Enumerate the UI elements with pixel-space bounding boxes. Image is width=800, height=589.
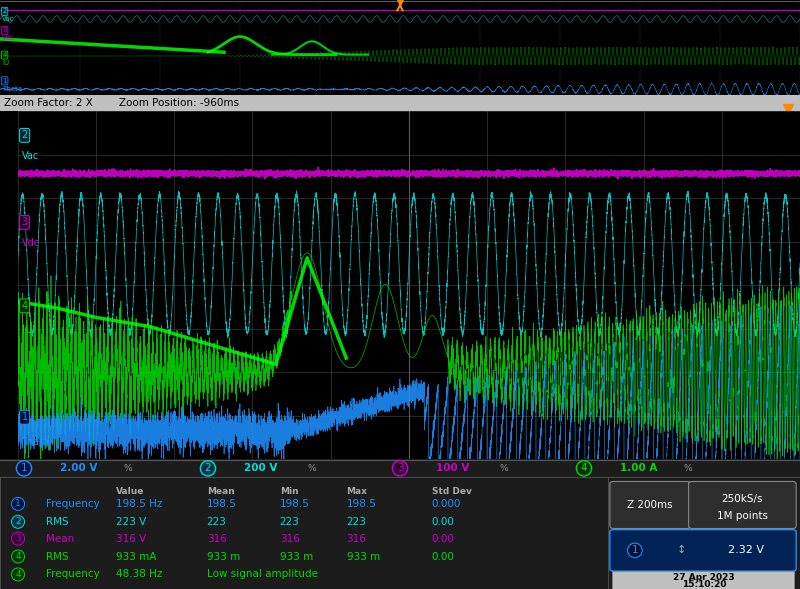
Text: %: %	[500, 464, 509, 473]
Text: 198.5: 198.5	[206, 499, 237, 509]
Text: Value: Value	[115, 487, 144, 496]
FancyBboxPatch shape	[689, 481, 796, 528]
Text: Frequency: Frequency	[46, 499, 99, 509]
Text: 316: 316	[346, 534, 366, 544]
Text: Mean: Mean	[46, 534, 74, 544]
Text: Theta: Theta	[2, 87, 22, 92]
Text: 27 Apr 2023: 27 Apr 2023	[673, 573, 735, 582]
Text: Max: Max	[346, 487, 367, 496]
Text: 2: 2	[2, 8, 6, 14]
Text: 1: 1	[631, 545, 638, 555]
Text: 1: 1	[22, 412, 28, 422]
Text: 2.32 V: 2.32 V	[728, 545, 764, 555]
FancyBboxPatch shape	[610, 530, 796, 571]
Text: Vdc: Vdc	[22, 238, 40, 248]
Text: 200 V: 200 V	[244, 464, 278, 474]
FancyBboxPatch shape	[610, 481, 690, 528]
Text: Low signal amplitude: Low signal amplitude	[206, 570, 318, 580]
Text: IU: IU	[22, 325, 31, 335]
Text: 223: 223	[346, 517, 366, 527]
Text: 3: 3	[397, 464, 403, 474]
Text: 4: 4	[22, 301, 28, 311]
Text: ↕: ↕	[676, 545, 686, 555]
Text: 2: 2	[15, 517, 21, 527]
Text: Theta: Theta	[22, 436, 50, 446]
Text: 198.5 Hz: 198.5 Hz	[115, 499, 162, 509]
Text: Mean: Mean	[206, 487, 234, 496]
Text: 4: 4	[15, 570, 21, 579]
Text: Min: Min	[280, 487, 298, 496]
Text: Frequency: Frequency	[46, 570, 99, 580]
Text: Vac: Vac	[2, 16, 14, 22]
Text: 3: 3	[2, 28, 7, 34]
Text: 198.5: 198.5	[280, 499, 310, 509]
Text: 1: 1	[2, 78, 7, 84]
Text: 223: 223	[280, 517, 299, 527]
Text: 933 m: 933 m	[206, 551, 240, 561]
Text: 0.000: 0.000	[432, 499, 461, 509]
Text: 3: 3	[15, 534, 21, 543]
Text: 1: 1	[21, 464, 27, 474]
Text: RMS: RMS	[46, 551, 68, 561]
Text: Zoom Factor: 2 X        Zoom Position: -960ms: Zoom Factor: 2 X Zoom Position: -960ms	[4, 98, 239, 108]
Text: 4: 4	[581, 464, 587, 474]
Text: 1: 1	[15, 499, 21, 508]
Text: 100 V: 100 V	[436, 464, 470, 474]
FancyBboxPatch shape	[612, 571, 794, 589]
Text: 1M points: 1M points	[717, 511, 768, 521]
Text: 223: 223	[206, 517, 226, 527]
Text: 2: 2	[205, 464, 211, 474]
Text: 933 m: 933 m	[346, 551, 380, 561]
Text: 198.5: 198.5	[346, 499, 377, 509]
Text: Vdc: Vdc	[2, 35, 15, 41]
Text: 933 mA: 933 mA	[115, 551, 156, 561]
Text: 4: 4	[15, 552, 21, 561]
Text: 933 m: 933 m	[280, 551, 313, 561]
Text: 3: 3	[22, 217, 28, 227]
Text: 1.00 A: 1.00 A	[620, 464, 658, 474]
Text: %: %	[308, 464, 317, 473]
Text: 316 V: 316 V	[115, 534, 146, 544]
Text: 48.38 Hz: 48.38 Hz	[115, 570, 162, 580]
Text: RMS: RMS	[46, 517, 68, 527]
Text: 4: 4	[2, 52, 6, 58]
Text: Std Dev: Std Dev	[432, 487, 471, 496]
Text: Vac: Vac	[22, 151, 38, 161]
Text: 2.00 V: 2.00 V	[60, 464, 98, 474]
Text: 0.00: 0.00	[432, 551, 454, 561]
Text: %: %	[124, 464, 133, 473]
Text: 223 V: 223 V	[115, 517, 146, 527]
Text: 15:10:20: 15:10:20	[682, 580, 726, 589]
Text: 316: 316	[280, 534, 299, 544]
Text: 0.00: 0.00	[432, 534, 454, 544]
Text: 0.00: 0.00	[432, 517, 454, 527]
Text: Z 200ms: Z 200ms	[627, 500, 673, 510]
Text: 2: 2	[22, 130, 28, 140]
Text: %: %	[684, 464, 693, 473]
Text: 250kS/s: 250kS/s	[722, 494, 763, 504]
Text: IU: IU	[2, 59, 10, 66]
Text: 316: 316	[206, 534, 226, 544]
